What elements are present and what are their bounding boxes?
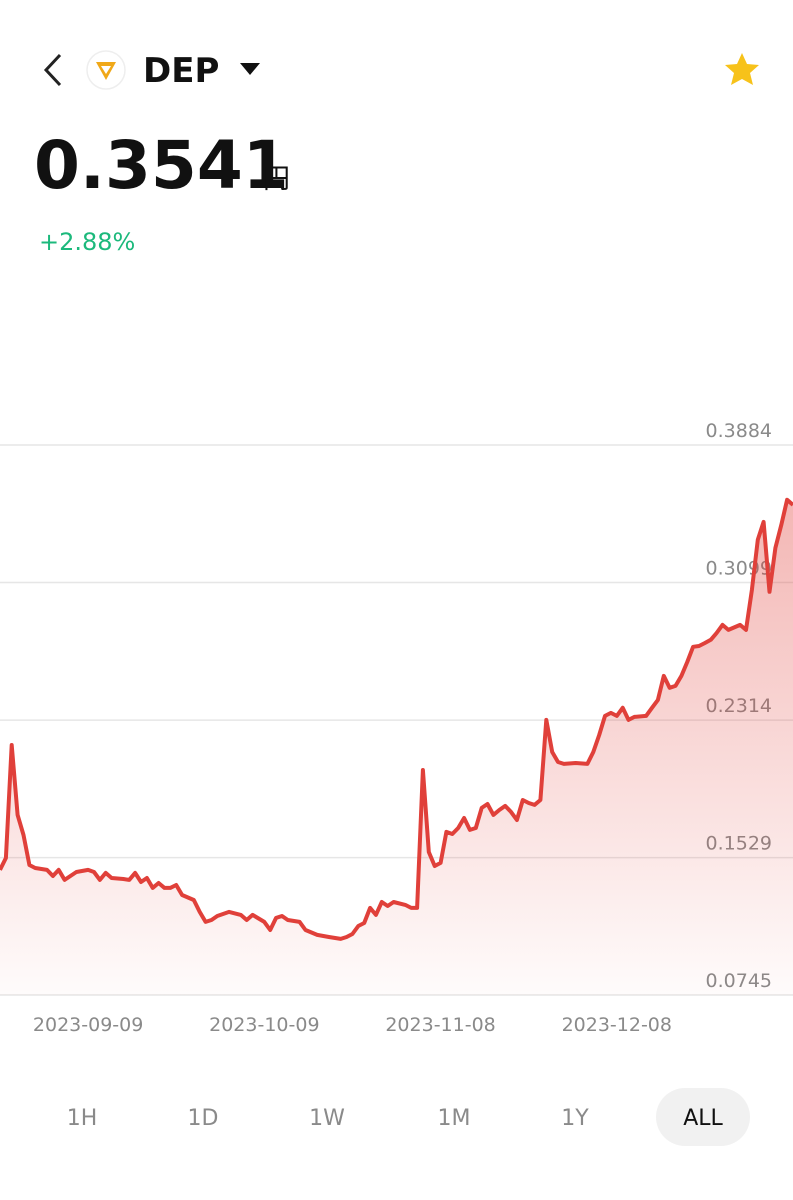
- price-unit: 円: [263, 164, 290, 195]
- back-button[interactable]: [43, 53, 62, 87]
- price: 0.3541: [34, 127, 289, 204]
- y-tick-label: 0.3884: [706, 420, 772, 442]
- timeframe-option[interactable]: 1M: [438, 1106, 471, 1131]
- timeframe-option[interactable]: 1D: [188, 1106, 219, 1131]
- area-fill: [0, 499, 793, 995]
- timeframe-option[interactable]: 1H: [67, 1106, 98, 1131]
- x-tick-label: 2023-09-09: [33, 1014, 143, 1036]
- chart: 0.07450.15290.23140.30990.38842023-09-09…: [0, 420, 793, 1036]
- timeframe-option[interactable]: 1W: [309, 1106, 345, 1131]
- timeframe-option[interactable]: ALL: [683, 1106, 723, 1131]
- timeframe-bar: 1H 1D 1W 1M 1Y ALL: [67, 1088, 750, 1146]
- coin-icon: [86, 50, 126, 90]
- timeframe-option[interactable]: 1Y: [561, 1106, 589, 1131]
- price-line: [0, 497, 793, 941]
- change: +2.88%: [39, 228, 135, 256]
- dropdown-arrow[interactable]: [240, 63, 260, 75]
- x-tick-label: 2023-11-08: [385, 1014, 495, 1036]
- symbol[interactable]: DEP: [143, 51, 219, 91]
- selected-pill: [656, 1088, 750, 1146]
- x-tick-label: 2023-10-09: [209, 1014, 319, 1036]
- x-tick-label: 2023-12-08: [562, 1014, 672, 1036]
- favorite-star[interactable]: [725, 53, 759, 85]
